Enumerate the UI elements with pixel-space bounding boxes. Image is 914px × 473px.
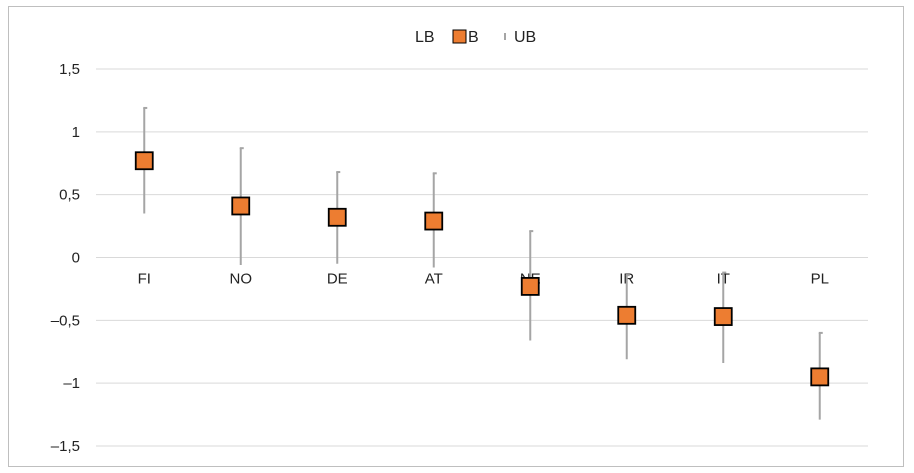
x-category-label: DE [327,271,348,288]
estimate-marker [424,211,444,231]
estimate-marker [713,307,733,326]
estimate-marker [327,207,347,227]
gridlines [96,68,868,447]
y-tick-label: –1 [63,375,80,392]
estimate-marker [134,151,154,171]
y-axis-ticks: 1,5 1 0,5 0 –0,5 –1 –1,5 [51,61,80,455]
x-category-label: AT [425,271,443,288]
legend-label-b: B [468,29,479,46]
y-tick-label: –1,5 [51,438,80,455]
error-bars [143,106,823,420]
y-tick-label: 0,5 [59,187,80,204]
legend-marker-b [452,29,467,44]
legend: LB B UB [415,29,536,46]
y-tick-label: 0 [72,250,80,267]
estimate-marker [810,367,830,387]
legend-label-ub: UB [514,29,536,46]
y-tick-label: 1 [72,124,80,141]
x-category-label: NO [230,271,253,288]
chart-frame [8,6,904,467]
estimate-markers [134,151,830,387]
y-tick-label: –0,5 [51,312,80,329]
estimate-marker [231,196,251,216]
estimate-marker [520,277,540,296]
estimate-marker [617,305,637,325]
x-axis-category-labels: FINODEATNEIRITPL [138,271,829,288]
x-category-label: FI [138,271,151,288]
x-category-label: PL [811,271,829,288]
legend-label-lb: LB [415,29,435,46]
y-tick-label: 1,5 [59,61,80,78]
